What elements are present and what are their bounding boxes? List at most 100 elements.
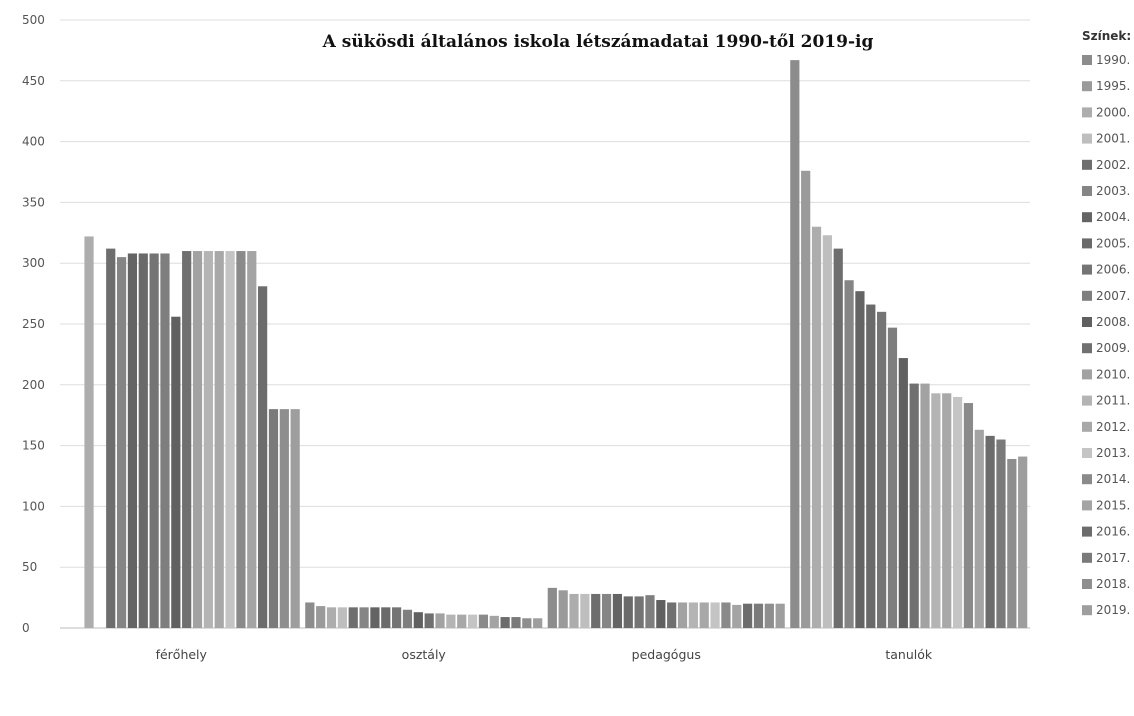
bar-osztály-1990 (305, 602, 315, 628)
legend-entry: 2009. (1096, 341, 1130, 355)
bar-tanulók-2001 (822, 235, 832, 628)
bar-osztály-2010 (435, 613, 445, 628)
bar-pedagógus-2017 (753, 603, 764, 628)
bars (84, 60, 1028, 629)
legend-swatch (1082, 579, 1092, 589)
bar-osztály-2004 (370, 607, 380, 628)
bar-pedagógus-2002 (591, 593, 601, 628)
legend-swatch (1082, 552, 1092, 563)
bar-osztály-2000 (326, 607, 337, 628)
bar-osztály-1995 (316, 606, 326, 628)
y-tick-label: 400 (22, 135, 45, 149)
bar-férőhely-2003 (116, 257, 127, 628)
bar-osztály-2005 (381, 607, 391, 628)
bar-osztály-2015 (489, 615, 499, 628)
bar-férőhely-2002 (106, 248, 116, 628)
bar-osztály-2012 (457, 614, 467, 628)
bar-tanulók-2011 (931, 393, 941, 628)
bar-pedagógus-2014 (721, 602, 731, 628)
legend-swatch (1082, 448, 1092, 458)
bar-tanulók-2008 (898, 358, 908, 628)
bar-pedagógus-1995 (558, 590, 568, 628)
bar-tanulók-2016 (985, 435, 995, 628)
bar-tanulók-2002 (833, 248, 843, 628)
bar-tanulók-2009 (909, 383, 919, 628)
bar-osztály-2008 (413, 612, 423, 628)
x-axis-categories: férőhely osztály pedagógus tanulók (156, 647, 933, 662)
bar-tanulók-2007 (887, 327, 898, 628)
legend: Színek: 1990. 1995. 2000. 2001. 2002. 2003. 20… (1082, 29, 1131, 617)
category-label: tanulók (885, 647, 933, 662)
bar-osztály-2009 (424, 613, 434, 628)
bar-tanulók-2005 (866, 304, 876, 628)
y-tick-label: 250 (22, 317, 45, 331)
legend-entry: 2005. (1096, 236, 1130, 250)
legend-entry: 2018. (1096, 577, 1130, 591)
legend-swatch (1082, 421, 1092, 432)
legend-entry: 2019. (1096, 603, 1130, 617)
category-label: pedagógus (632, 647, 701, 662)
legend-entry: 2012. (1096, 420, 1130, 434)
bar-pedagógus-2018 (764, 603, 774, 628)
bar-pedagógus-2001 (580, 593, 590, 628)
bar-pedagógus-2009 (667, 602, 677, 628)
legend-swatch (1082, 369, 1092, 380)
bar-tanulók-2010 (920, 383, 930, 628)
bar-férőhely-2015 (247, 251, 257, 629)
legend-entry: 1995. (1096, 79, 1130, 93)
legend-entry: 2002. (1096, 158, 1130, 172)
y-tick-label: 300 (22, 256, 45, 270)
bar-férőhely-2013 (225, 251, 235, 629)
legend-swatch (1082, 159, 1092, 170)
legend-entry: 2007. (1096, 289, 1130, 303)
bar-tanulók-2003 (844, 280, 854, 628)
bar-tanulók-2013 (952, 396, 963, 628)
legend-swatch (1082, 186, 1092, 196)
legend-swatch (1082, 500, 1092, 511)
y-tick-label: 350 (22, 195, 45, 209)
bar-tanulók-1995 (801, 170, 811, 628)
legend-swatch (1082, 81, 1092, 92)
bar-pedagógus-2019 (775, 603, 785, 628)
legend-swatch (1082, 317, 1092, 327)
bar-osztály-2011 (446, 614, 456, 628)
bar-pedagógus-2012 (699, 602, 709, 628)
legend-title: Színek: (1082, 29, 1131, 43)
bar-osztály-2001 (337, 607, 347, 628)
bar-férőhely-2016 (258, 286, 268, 628)
bar-tanulók-2014 (963, 403, 974, 628)
bar-pedagógus-1990 (547, 587, 557, 628)
bar-pedagógus-2003 (601, 593, 612, 628)
bar-férőhely-2019 (290, 409, 300, 628)
bar-tanulók-2015 (974, 429, 984, 628)
bar-pedagógus-2004 (612, 593, 623, 628)
legend-swatch (1082, 238, 1092, 249)
bar-férőhely-2007 (160, 253, 170, 629)
bar-osztály-2016 (500, 617, 510, 628)
legend-swatch (1082, 526, 1092, 537)
bar-férőhely-2009 (182, 251, 192, 629)
bar-pedagógus-2000 (569, 593, 579, 628)
bar-tanulók-2012 (942, 393, 952, 628)
y-tick-label: 150 (22, 439, 45, 453)
bar-pedagógus-2010 (677, 602, 688, 628)
bar-férőhely-2018 (279, 409, 289, 628)
legend-entry: 2003. (1096, 184, 1130, 198)
y-tick-label: 100 (22, 499, 45, 513)
bar-pedagógus-2016 (743, 603, 753, 628)
bar-férőhely-2006 (149, 253, 159, 629)
bar-osztály-2002 (348, 607, 358, 628)
y-tick-label: 50 (22, 560, 37, 574)
legend-entry: 1990. (1096, 53, 1130, 67)
bar-pedagógus-2011 (688, 602, 698, 628)
y-tick-label: 0 (22, 621, 30, 635)
bar-férőhely-2004 (127, 253, 138, 629)
bar-osztály-2014 (478, 614, 489, 628)
legend-swatch (1082, 212, 1092, 223)
bar-tanulók-2017 (996, 439, 1006, 628)
legend-entry: 2011. (1096, 394, 1130, 408)
bar-férőhely-2014 (236, 251, 246, 629)
bar-osztály-2006 (392, 607, 402, 628)
legend-swatch (1082, 474, 1092, 485)
